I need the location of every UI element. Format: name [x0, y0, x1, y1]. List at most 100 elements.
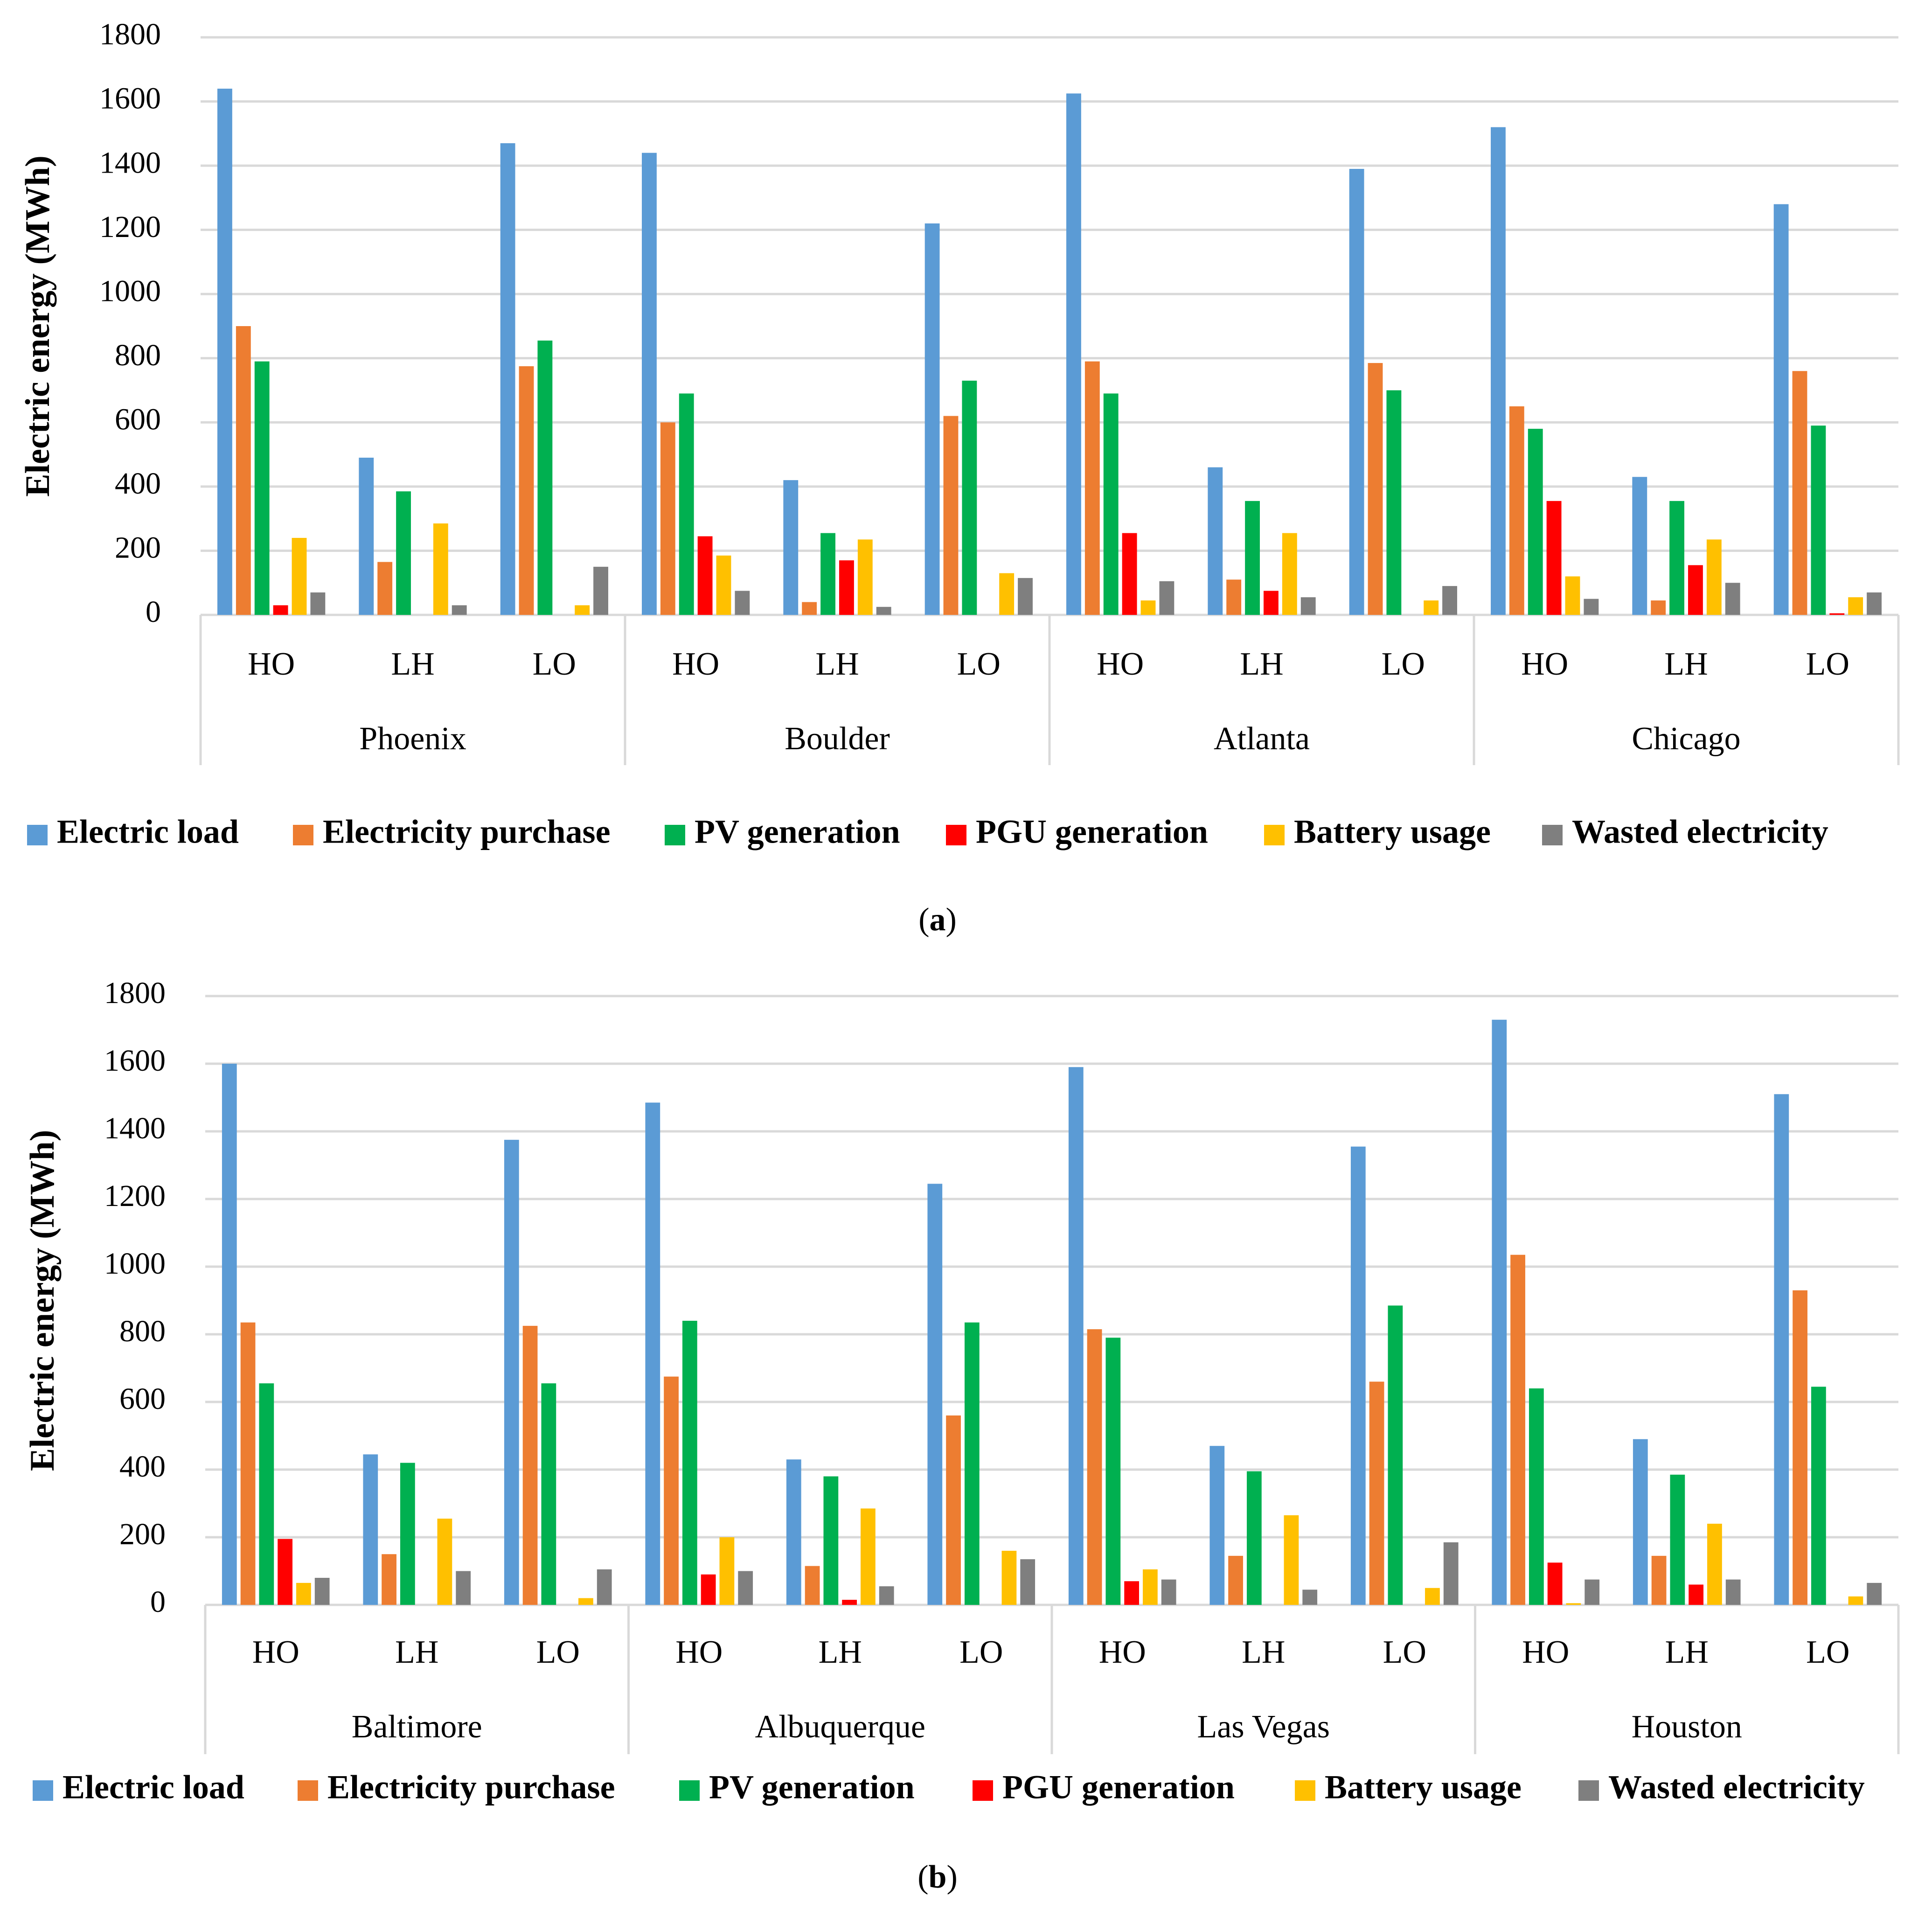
bar-pv-generation: [679, 393, 694, 615]
bar-wasted-electricity: [879, 1586, 894, 1605]
bar-pgu-generation: [1688, 565, 1703, 615]
bar-electric-load: [217, 89, 232, 615]
bar-wasted-electricity: [1161, 1579, 1176, 1605]
bar-electricity-purchase: [1793, 1290, 1807, 1605]
bar-pv-generation: [254, 361, 270, 615]
bar-pgu-generation: [273, 605, 288, 615]
bar-electric-load: [363, 1454, 378, 1605]
caption-paren-close: ): [946, 1859, 957, 1895]
category-label: LH: [815, 646, 859, 682]
legend-swatch: [1542, 825, 1563, 845]
bar-electric-load: [1350, 1146, 1366, 1605]
legend-entry: Electricity purchase: [327, 1769, 615, 1806]
bar-electric-load: [1209, 1446, 1225, 1605]
bar-pv-generation: [537, 340, 553, 615]
bar-electricity-purchase: [1368, 363, 1383, 615]
bar-electricity-purchase: [1651, 600, 1666, 615]
bar-electricity-purchase: [1510, 1255, 1525, 1605]
bar-pv-generation: [400, 1463, 415, 1605]
bar-electricity-purchase: [664, 1376, 679, 1605]
bar-wasted-electricity: [1020, 1559, 1035, 1605]
bar-wasted-electricity: [1585, 1579, 1600, 1605]
bar-electricity-purchase: [522, 1325, 538, 1605]
bar-electricity-purchase: [1369, 1381, 1384, 1605]
group-label: Atlanta: [1214, 721, 1310, 757]
bar-battery-usage: [1566, 1603, 1581, 1605]
y-tick-label: 0: [146, 595, 161, 629]
bar-wasted-electricity: [1159, 581, 1174, 615]
bar-wasted-electricity: [1442, 586, 1457, 615]
bar-pgu-generation: [697, 536, 713, 615]
bar-pv-generation: [1811, 1387, 1826, 1605]
bar-pv-generation: [964, 1322, 980, 1605]
bar-wasted-electricity: [452, 605, 467, 615]
bar-electric-load: [500, 143, 515, 615]
bar-pv-generation: [396, 491, 411, 615]
legend-swatch: [1295, 1780, 1315, 1801]
y-tick-label: 1200: [99, 210, 161, 244]
bar-wasted-electricity: [1443, 1542, 1459, 1605]
y-tick-label: 1000: [99, 274, 161, 308]
y-tick-label: 600: [119, 1382, 166, 1416]
category-label: LH: [819, 1634, 862, 1670]
category-label: HO: [1521, 646, 1568, 682]
legend-swatch: [1578, 1780, 1599, 1801]
bar-electric-load: [786, 1459, 801, 1605]
bar-pgu-generation: [278, 1539, 293, 1605]
bar-wasted-electricity: [738, 1571, 753, 1605]
y-tick-label: 0: [150, 1585, 166, 1619]
bar-battery-usage: [1707, 1524, 1722, 1605]
bar-battery-usage: [1424, 600, 1439, 615]
bar-battery-usage: [1848, 597, 1863, 615]
category-label: HO: [1522, 1634, 1569, 1670]
bar-pv-generation: [1669, 501, 1684, 615]
bar-electricity-purchase: [943, 416, 959, 615]
bar-battery-usage: [857, 539, 873, 615]
category-label: LH: [1665, 1634, 1709, 1670]
panel-caption: (a): [918, 902, 957, 938]
bar-battery-usage: [296, 1582, 311, 1605]
bar-electricity-purchase: [1792, 371, 1807, 615]
bar-wasted-electricity: [593, 566, 608, 615]
bar-electricity-purchase: [1509, 406, 1524, 615]
bar-pv-generation: [682, 1321, 697, 1605]
y-tick-label: 200: [115, 531, 161, 565]
bar-pv-generation: [823, 1476, 839, 1605]
bar-electricity-purchase: [946, 1415, 961, 1605]
y-axis-label: Electric energy (MWh): [23, 1130, 62, 1471]
bar-electricity-purchase: [1087, 1329, 1102, 1605]
bar-electric-load: [1774, 1094, 1789, 1605]
bar-pgu-generation: [1546, 501, 1562, 615]
category-label: LO: [1806, 1634, 1849, 1670]
bar-pgu-generation: [1264, 591, 1279, 615]
legend-entry: Wasted electricity: [1608, 1769, 1865, 1806]
caption-paren-close: ): [946, 902, 957, 938]
legend-entry: Electric load: [57, 813, 239, 850]
bar-battery-usage: [1706, 539, 1722, 615]
caption-paren-open: (: [918, 902, 929, 938]
bar-pgu-generation: [1829, 613, 1845, 615]
y-tick-label: 1400: [99, 146, 161, 180]
y-tick-label: 1000: [104, 1247, 166, 1281]
category-label: LO: [533, 646, 576, 682]
bar-battery-usage: [578, 1598, 593, 1605]
bar-electric-load: [504, 1140, 519, 1605]
y-tick-label: 400: [115, 467, 161, 501]
legend-swatch: [1264, 825, 1285, 845]
chart-panel-a: 0 200 400 600 800 1000 1200 1400 1600 1800 Electri…: [19, 17, 1900, 938]
bar-pv-generation: [1386, 390, 1402, 615]
bar-pgu-generation: [1547, 1562, 1563, 1605]
bar-battery-usage: [1143, 1569, 1158, 1605]
bar-electric-load: [924, 223, 940, 615]
bar-battery-usage: [719, 1537, 735, 1605]
bar-wasted-electricity: [310, 592, 326, 615]
bar-electric-load: [642, 153, 657, 615]
bar-battery-usage: [433, 523, 448, 615]
bar-electricity-purchase: [802, 602, 817, 615]
y-tick-label: 1600: [99, 82, 161, 116]
bar-electric-load: [1633, 1439, 1648, 1605]
legend-swatch: [946, 825, 966, 845]
bar-pv-generation: [1528, 429, 1543, 615]
legend-entry: Electric load: [63, 1769, 244, 1806]
